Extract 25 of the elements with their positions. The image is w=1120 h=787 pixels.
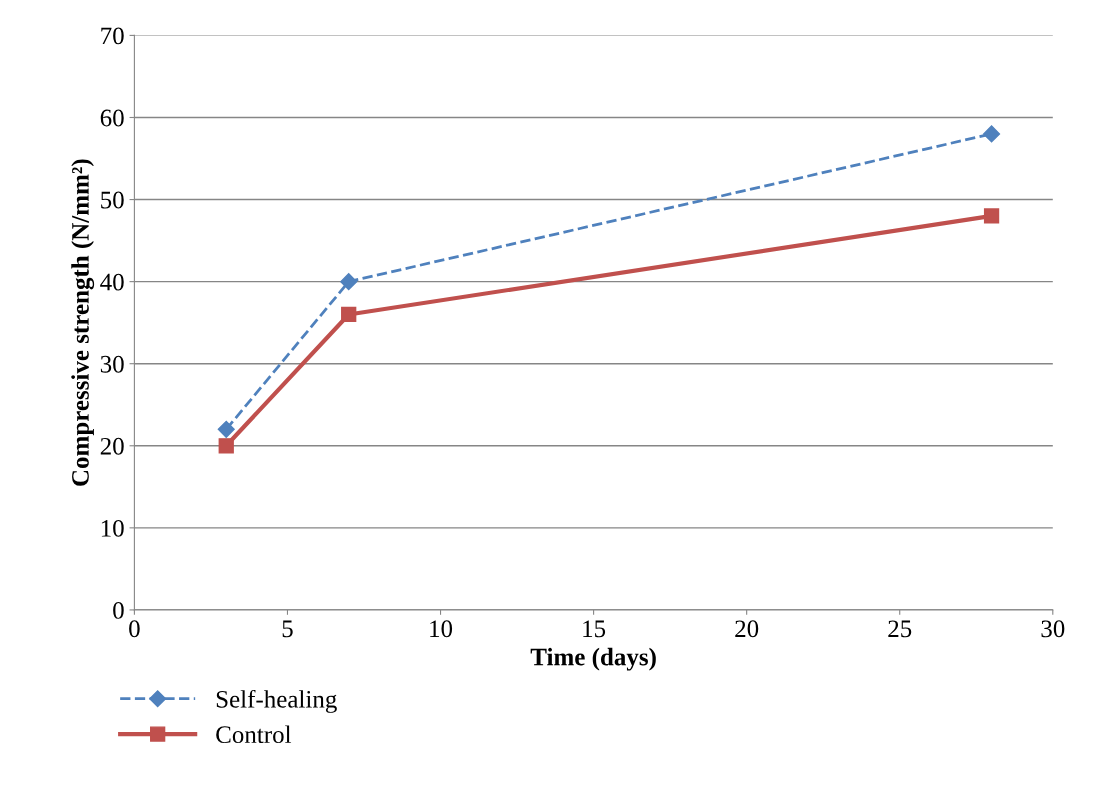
- point: [340, 273, 358, 291]
- x-tick-label: 10: [430, 620, 453, 638]
- y-tick-label: 70: [101, 27, 124, 45]
- x-tick-label: 15: [583, 620, 606, 638]
- y-tick-label: 40: [100, 273, 124, 291]
- y-tick-label: 30: [100, 355, 124, 373]
- x-tick-label: 5: [282, 620, 293, 638]
- y-tick-label: 10: [101, 519, 124, 537]
- point: [218, 438, 234, 454]
- x-tick-label: 30: [1041, 620, 1065, 638]
- y-tick-label: 20: [100, 437, 124, 455]
- y-axis-title: Compressive strength (N/mm²): [71, 159, 95, 486]
- legend-label: Self-healing: [216, 689, 337, 713]
- y-tick-label: 60: [100, 109, 124, 127]
- x-axis-title: Time (days): [530, 647, 656, 671]
- x-tick-label: 0: [129, 620, 140, 638]
- y-tick-label: 0: [113, 601, 124, 619]
- y-tick-label: 50: [101, 191, 124, 209]
- point: [983, 208, 1000, 224]
- point: [217, 420, 235, 438]
- x-tick-label: 20: [735, 620, 759, 638]
- point: [983, 125, 1001, 143]
- legend-label: Control: [216, 725, 292, 744]
- point: [341, 306, 357, 323]
- x-tick-label: 25: [888, 620, 912, 638]
